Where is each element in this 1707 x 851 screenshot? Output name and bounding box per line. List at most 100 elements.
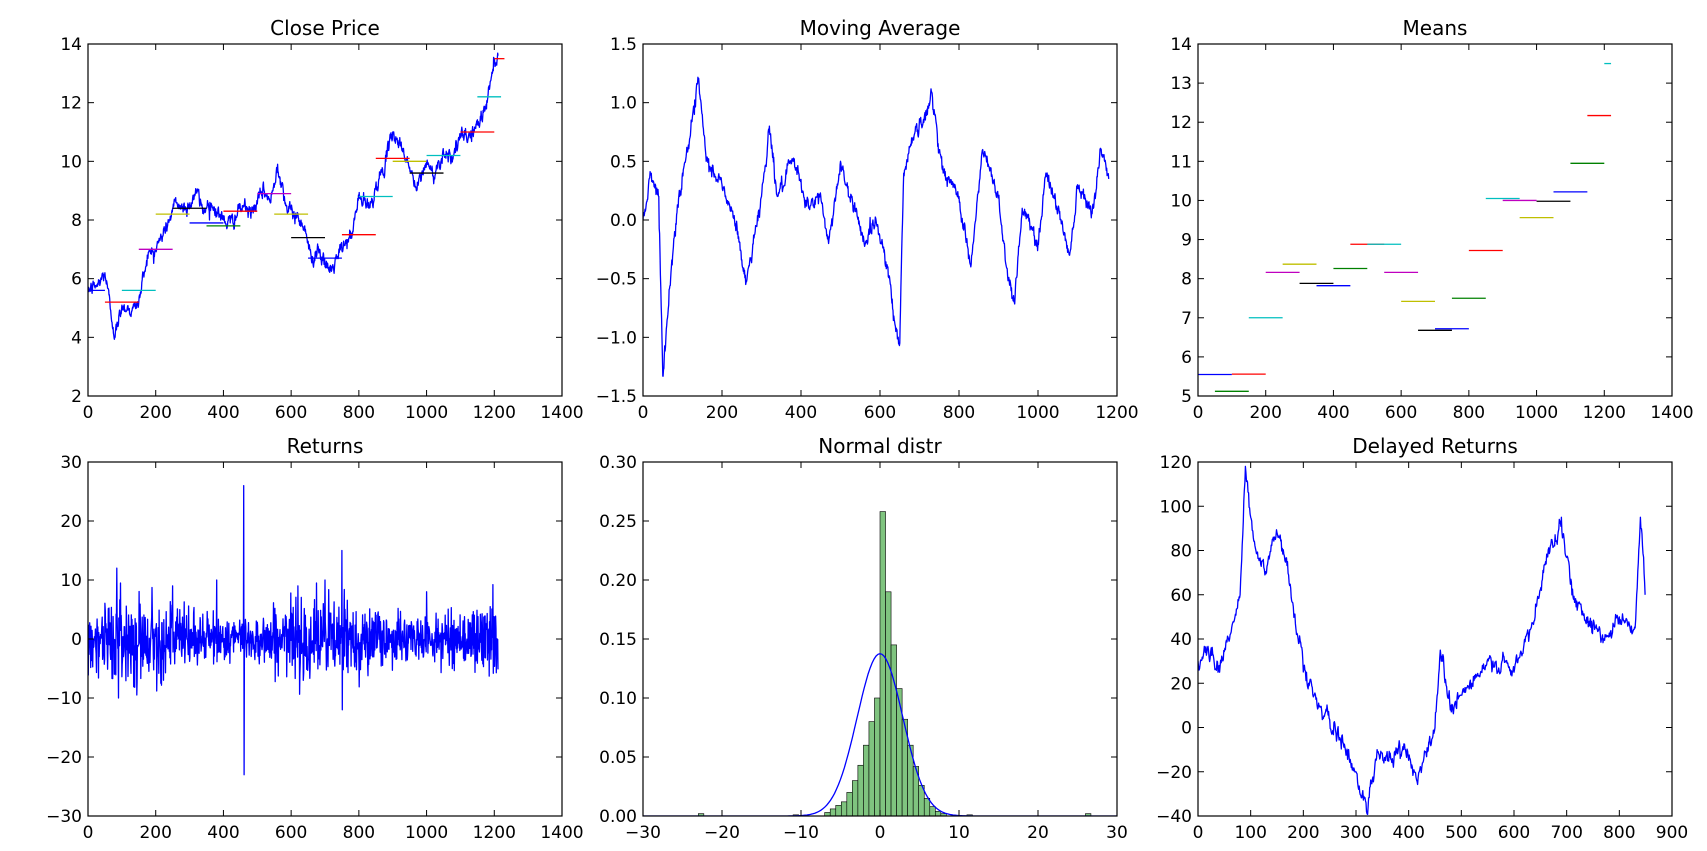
close-xtick-label: 600 [275, 403, 307, 423]
close-ytick-label: 4 [71, 328, 82, 348]
normal-xtick-label: 30 [1106, 823, 1128, 843]
delayed-xtick-label: 600 [1498, 823, 1530, 843]
means-panel: Means 0 200 400 600 800 1000 1200 1400 5 6 7 8 9 10 11 1… [1170, 16, 1693, 423]
returns-xtick-label: 1400 [540, 823, 583, 843]
close-xtick-label: 0 [83, 403, 94, 423]
means-ytick-label: 9 [1181, 231, 1192, 251]
ma-ytick-label: 0.0 [610, 211, 637, 231]
normal-hist-bar-18 [923, 797, 931, 816]
means-title: Means [1403, 16, 1468, 40]
normal-pdf-curve [643, 653, 1117, 816]
normal-hist-bar-11 [885, 591, 892, 816]
returns-ytick-label: −10 [46, 689, 82, 709]
close-xtick-label: 1200 [473, 403, 516, 423]
close-xtick-label: 1000 [405, 403, 448, 423]
normal-hist-bar-19 [929, 806, 936, 816]
close-ytick-label: 2 [71, 387, 82, 407]
normal-ytick-label: 0.20 [599, 571, 637, 591]
means-ytick-label: 14 [1170, 35, 1192, 55]
delayed-ytick-label: 40 [1170, 630, 1192, 650]
normal-xtick-label: 10 [948, 823, 970, 843]
delayed-ytick-label: 100 [1160, 497, 1192, 517]
means-xtick-label: 0 [1193, 403, 1204, 423]
ma-xtick-label: 1000 [1016, 403, 1059, 423]
means-ytick-label: 6 [1181, 348, 1192, 368]
delayed-xtick-label: 400 [1392, 823, 1424, 843]
close-series-line [88, 52, 499, 340]
normal-hist-bar-7 [863, 744, 870, 816]
returns-xtick-label: 1200 [473, 823, 516, 843]
returns-xtick-label: 600 [275, 823, 307, 843]
ma-ytick-label: 1.0 [610, 94, 637, 114]
ma-plot-area [643, 76, 1110, 377]
normal-ytick-label: 0.05 [599, 748, 637, 768]
normal-title: Normal distr [818, 434, 942, 458]
normal-xtick-label: −30 [625, 823, 661, 843]
delayed-ytick-label: −20 [1156, 763, 1192, 783]
normal-hist-bar-8 [868, 721, 875, 816]
normal-xtick-label: −10 [783, 823, 819, 843]
means-ytick-label: 12 [1170, 113, 1192, 133]
means-xtick-label: 200 [1249, 403, 1281, 423]
returns-ytick-label: 0 [71, 630, 82, 650]
close-plot-area [88, 52, 505, 340]
normal-ytick-label: 0.25 [599, 512, 637, 532]
returns-title: Returns [287, 434, 364, 458]
delayed-ytick-label: 80 [1170, 542, 1192, 562]
ma-series-line [643, 76, 1110, 377]
normal-xtick-label: −20 [704, 823, 740, 843]
delayed-xtick-label: 500 [1445, 823, 1477, 843]
close-xtick-label: 800 [343, 403, 375, 423]
normal-hist-bar-1 [829, 808, 837, 816]
means-ytick-label: 5 [1181, 387, 1192, 407]
normal-hist-outlier-1 [1085, 813, 1092, 816]
delayed-ytick-label: 60 [1170, 586, 1192, 606]
means-axes-frame [1197, 43, 1673, 397]
ma-xtick-label: 600 [864, 403, 896, 423]
means-plot-area [1198, 62, 1612, 392]
normal-hist-bar-13 [896, 688, 903, 816]
normal-hist-bar-2 [835, 805, 842, 816]
ma-ytick-label: 0.5 [610, 152, 637, 172]
means-xtick-label: 800 [1453, 403, 1485, 423]
means-ytick-label: 11 [1170, 152, 1192, 172]
means-xtick-label: 1000 [1515, 403, 1558, 423]
returns-ytick-label: −20 [46, 748, 82, 768]
ma-xtick-label: 0 [638, 403, 649, 423]
delayed-xtick-label: 0 [1193, 823, 1204, 843]
close-title: Close Price [270, 16, 380, 40]
close-xtick-label: 1400 [540, 403, 583, 423]
close-xtick-label: 200 [139, 403, 171, 423]
returns-xtick-label: 800 [343, 823, 375, 843]
normal-xtick-label: 20 [1027, 823, 1049, 843]
close-ytick-label: 6 [71, 270, 82, 290]
normal-panel: Normal distr −30 −20 −10 0 10 20 30 0.00 0.05 0.10… [599, 434, 1128, 843]
normal-xtick-label: 0 [875, 823, 886, 843]
normal-hist-bar-4 [846, 792, 853, 816]
delayed-xtick-label: 700 [1550, 823, 1582, 843]
means-ytick-label: 13 [1170, 74, 1192, 94]
means-ytick-label: 7 [1181, 309, 1192, 329]
delayed-series-line [1198, 465, 1646, 816]
close-ytick-label: 10 [60, 152, 82, 172]
close-panel: Close Price 0 200 400 600 800 1000 1200 1400 2 4 6 8… [60, 16, 583, 423]
returns-xtick-label: 0 [83, 823, 94, 843]
returns-ytick-label: 10 [60, 571, 82, 591]
normal-hist-bar-21 [940, 813, 947, 816]
returns-ytick-label: 20 [60, 512, 82, 532]
returns-plot-area [88, 484, 499, 776]
ma-ytick-label: −1.0 [596, 328, 637, 348]
means-xtick-label: 400 [1317, 403, 1349, 423]
normal-hist-bar-20 [934, 810, 942, 816]
returns-xtick-label: 400 [207, 823, 239, 843]
ma-ytick-label: 1.5 [610, 35, 637, 55]
normal-hist-bar-12 [890, 644, 897, 816]
delayed-xtick-label: 900 [1656, 823, 1688, 843]
means-ytick-label: 10 [1170, 191, 1192, 211]
ma-xtick-label: 400 [785, 403, 817, 423]
returns-xtick-label: 200 [139, 823, 171, 843]
normal-hist-bar-10 [879, 511, 886, 816]
delayed-ytick-label: −40 [1156, 807, 1192, 827]
